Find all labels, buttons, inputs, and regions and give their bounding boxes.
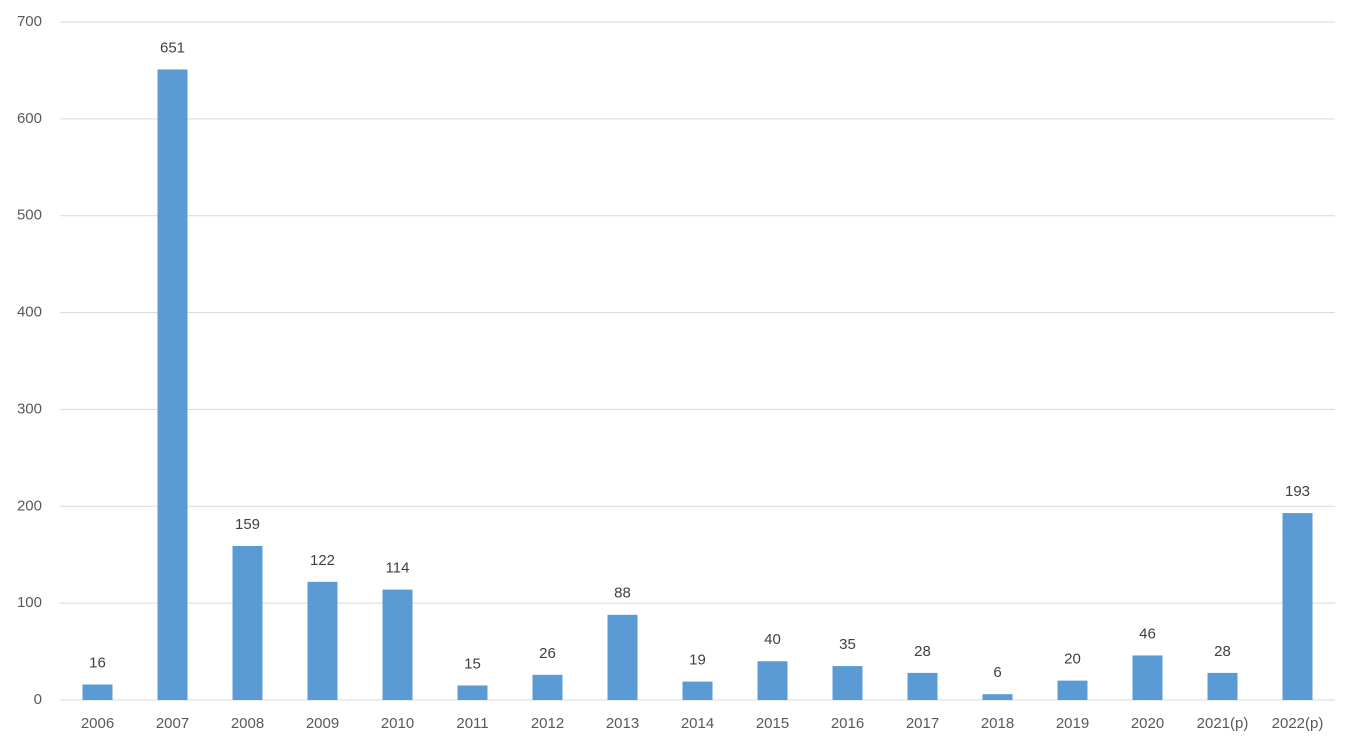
bar xyxy=(1132,655,1163,700)
bar xyxy=(832,666,863,700)
x-tick-label: 2008 xyxy=(231,715,264,732)
y-tick-label: 600 xyxy=(17,110,42,127)
data-label: 88 xyxy=(614,585,631,602)
data-label: 19 xyxy=(689,652,706,669)
x-tick-label: 2017 xyxy=(906,715,939,732)
bar xyxy=(982,694,1013,700)
data-label: 159 xyxy=(235,516,260,533)
bar xyxy=(307,581,338,700)
bar xyxy=(232,545,263,700)
data-label: 193 xyxy=(1285,483,1310,500)
x-tick-label: 2012 xyxy=(531,715,564,732)
data-label: 15 xyxy=(464,655,481,672)
x-tick-label: 2016 xyxy=(831,715,864,732)
data-label: 26 xyxy=(539,645,556,662)
data-label: 35 xyxy=(839,636,856,653)
bar xyxy=(607,614,638,700)
x-tick-label: 2015 xyxy=(756,715,789,732)
y-tick-label: 100 xyxy=(17,594,42,611)
data-label: 651 xyxy=(160,39,185,56)
y-tick-label: 400 xyxy=(17,304,42,321)
bar xyxy=(907,672,938,700)
data-label: 40 xyxy=(764,631,781,648)
x-tick-label: 2013 xyxy=(606,715,639,732)
data-label: 46 xyxy=(1139,625,1156,642)
bar xyxy=(1282,513,1313,700)
bar xyxy=(532,674,563,700)
bar xyxy=(82,684,113,700)
data-label: 6 xyxy=(993,664,1001,681)
data-label: 28 xyxy=(914,643,931,660)
bar xyxy=(1207,672,1238,700)
bar xyxy=(382,589,413,700)
x-tick-label: 2010 xyxy=(381,715,414,732)
x-tick-label: 2021(p) xyxy=(1197,715,1249,732)
bar xyxy=(1057,680,1088,700)
bar xyxy=(157,69,188,700)
x-tick-label: 2011 xyxy=(456,715,488,732)
data-label: 16 xyxy=(89,654,106,671)
x-tick-label: 2022(p) xyxy=(1272,715,1324,732)
x-tick-label: 2009 xyxy=(306,715,339,732)
y-tick-label: 500 xyxy=(17,207,42,224)
x-tick-label: 2007 xyxy=(156,715,189,732)
x-tick-label: 2006 xyxy=(81,715,114,732)
y-tick-label: 200 xyxy=(17,497,42,514)
y-tick-label: 300 xyxy=(17,400,42,417)
x-tick-label: 2019 xyxy=(1056,715,1089,732)
data-label: 20 xyxy=(1064,651,1081,668)
bar xyxy=(682,681,713,700)
x-tick-label: 2018 xyxy=(981,715,1014,732)
bar xyxy=(757,661,788,700)
x-tick-label: 2014 xyxy=(681,715,714,732)
y-tick-label: 700 xyxy=(17,13,42,30)
y-tick-label: 0 xyxy=(34,691,42,708)
data-label: 28 xyxy=(1214,643,1231,660)
data-label: 114 xyxy=(386,560,410,577)
bar xyxy=(457,685,488,700)
data-label: 122 xyxy=(310,552,335,569)
x-tick-label: 2020 xyxy=(1131,715,1164,732)
